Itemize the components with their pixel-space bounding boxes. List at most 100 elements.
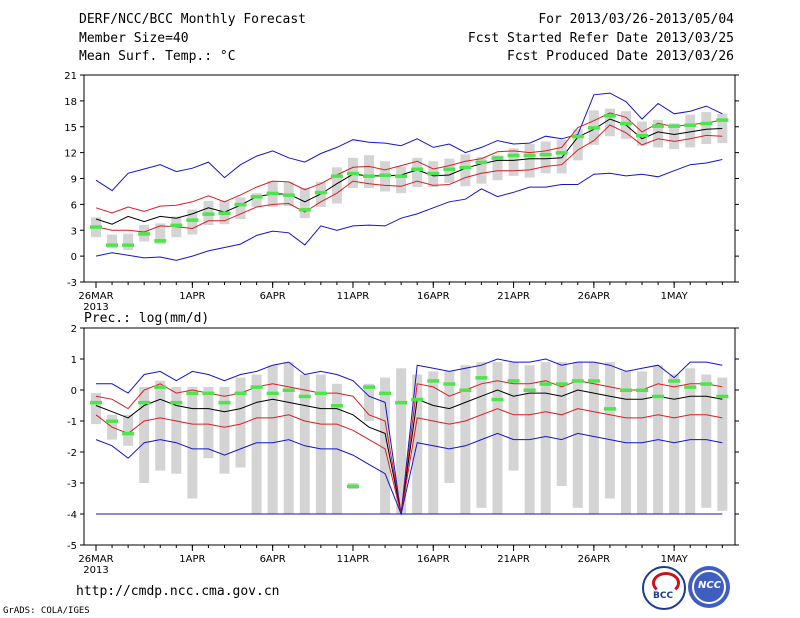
- temp-spread-box: [123, 233, 134, 251]
- temp-spread-box: [187, 209, 198, 235]
- temp-xtick-label: 26MAR: [78, 291, 113, 302]
- temp-ytick-label: 21: [64, 71, 77, 82]
- prec-ytick-label: -2: [67, 448, 77, 459]
- bcc-logo-text: BCC: [653, 591, 674, 601]
- temp-spread-box: [235, 197, 246, 220]
- temp-spread-box: [396, 166, 407, 194]
- temp-median-marker: [90, 225, 102, 229]
- prec-median-marker: [523, 388, 536, 392]
- temp-xtick-label: 26APR: [578, 291, 611, 302]
- temp-ytick-label: -3: [67, 278, 77, 289]
- temp-median-marker: [555, 151, 568, 155]
- prec-spread-box: [604, 362, 615, 499]
- temp-ytick-label: 9: [71, 175, 77, 186]
- precip-panel-title: Prec.: log(mm/d): [84, 311, 209, 326]
- prec-spread-box: [588, 362, 599, 514]
- prec-spread-box: [315, 374, 326, 514]
- temp-spread-box: [701, 112, 712, 144]
- temp-median-marker: [603, 114, 616, 118]
- member-size-label: Member Size=40: [79, 31, 189, 46]
- prec-spread-box: [428, 371, 439, 514]
- prec-median-marker: [684, 385, 697, 389]
- temp-median-marker: [491, 156, 504, 160]
- temp-median-marker: [282, 193, 295, 197]
- temp-median-marker: [700, 121, 713, 126]
- prec-median-marker: [636, 388, 649, 392]
- prec-median-marker: [202, 391, 215, 396]
- temp-median-marker: [314, 190, 327, 195]
- temp-spread-box: [107, 234, 118, 249]
- bcc-logo: BCC: [642, 566, 686, 610]
- website-url[interactable]: http://cmdp.ncc.cma.gov.cn: [76, 584, 280, 599]
- temp-xtick-label: 16APR: [417, 291, 450, 302]
- prec-median-marker: [363, 385, 376, 389]
- temp-spread-box: [556, 139, 567, 174]
- temp-median-marker: [411, 167, 424, 172]
- temp-ytick-label: 3: [71, 226, 77, 237]
- prec-spread-box: [476, 362, 487, 508]
- prec-median-marker: [443, 382, 456, 386]
- prec-spread-box: [155, 380, 166, 471]
- temp-spread-box: [508, 148, 519, 176]
- temp-median-marker: [154, 239, 167, 243]
- ncc-logo: NCC: [688, 566, 730, 608]
- prec-spread-box: [380, 377, 391, 514]
- prec-median-marker: [282, 388, 295, 392]
- prec-spread-box: [251, 374, 262, 514]
- temp-ytick-label: 18: [64, 97, 77, 108]
- temp-median-marker: [395, 174, 408, 178]
- temp-median-marker: [122, 243, 135, 247]
- temp-median-marker: [668, 124, 681, 128]
- prec-spread-box: [444, 371, 455, 483]
- temp-spread-box: [299, 187, 310, 219]
- temp-spread-box: [717, 113, 728, 144]
- prec-ytick-label: -3: [67, 479, 77, 490]
- prec-lower-line: [95, 408, 723, 515]
- temp-xtick-label: 6APR: [260, 291, 286, 302]
- prec-spread-box: [460, 365, 471, 514]
- prec-xtick-label: 1APR: [179, 554, 205, 565]
- temp-median-marker: [443, 167, 456, 172]
- prec-spread-box: [171, 386, 182, 474]
- prec-xtick-label: 1MAY: [661, 554, 689, 565]
- temp-spread-box: [155, 223, 166, 245]
- prec-median-marker: [668, 379, 681, 383]
- prec-median-marker: [411, 397, 424, 402]
- prec-spread-box: [685, 368, 696, 514]
- prec-median-marker: [379, 391, 392, 396]
- prec-spread-box: [540, 362, 551, 514]
- temp-median-marker: [379, 173, 392, 178]
- prec-median-marker: [346, 484, 359, 489]
- temp-median-marker: [652, 124, 665, 128]
- prec-median-marker: [330, 404, 343, 408]
- temp-median-marker: [346, 171, 359, 176]
- prec-spread-box: [235, 377, 246, 468]
- forecast-period: For 2013/03/26-2013/05/04: [538, 12, 734, 27]
- prec-xtick-label: 26APR: [578, 554, 611, 565]
- temp-median-marker: [202, 212, 215, 216]
- prec-median-marker: [507, 379, 520, 383]
- temp-spread-box: [251, 193, 262, 207]
- temp-median-marker: [106, 243, 119, 247]
- prec-spread-box: [396, 368, 407, 514]
- prec-median-marker: [154, 385, 167, 389]
- temp-median-marker: [266, 191, 279, 196]
- temp-xtick-label: 1APR: [179, 291, 205, 302]
- temp-median-marker: [250, 195, 263, 199]
- temp-xtick-label: 11APR: [337, 291, 370, 302]
- prec-ytick-label: -4: [67, 510, 77, 521]
- temp-min-line: [95, 159, 723, 261]
- prec-median-marker: [603, 407, 616, 411]
- variable-label: Mean Surf. Temp.: °C: [79, 49, 236, 64]
- temp-median-marker: [170, 223, 183, 228]
- prec-median-marker: [619, 388, 632, 392]
- prec-max-line: [96, 358, 723, 515]
- temp-median-marker: [684, 123, 697, 128]
- temp-median-marker: [619, 121, 632, 126]
- prec-xtick-label: 21APR: [497, 554, 530, 565]
- temp-spread-box: [637, 121, 648, 146]
- prec-spread-box: [669, 374, 680, 514]
- temp-spread-box: [412, 157, 423, 188]
- prec-median-marker: [106, 419, 119, 423]
- prec-year-label: 2013: [83, 565, 108, 576]
